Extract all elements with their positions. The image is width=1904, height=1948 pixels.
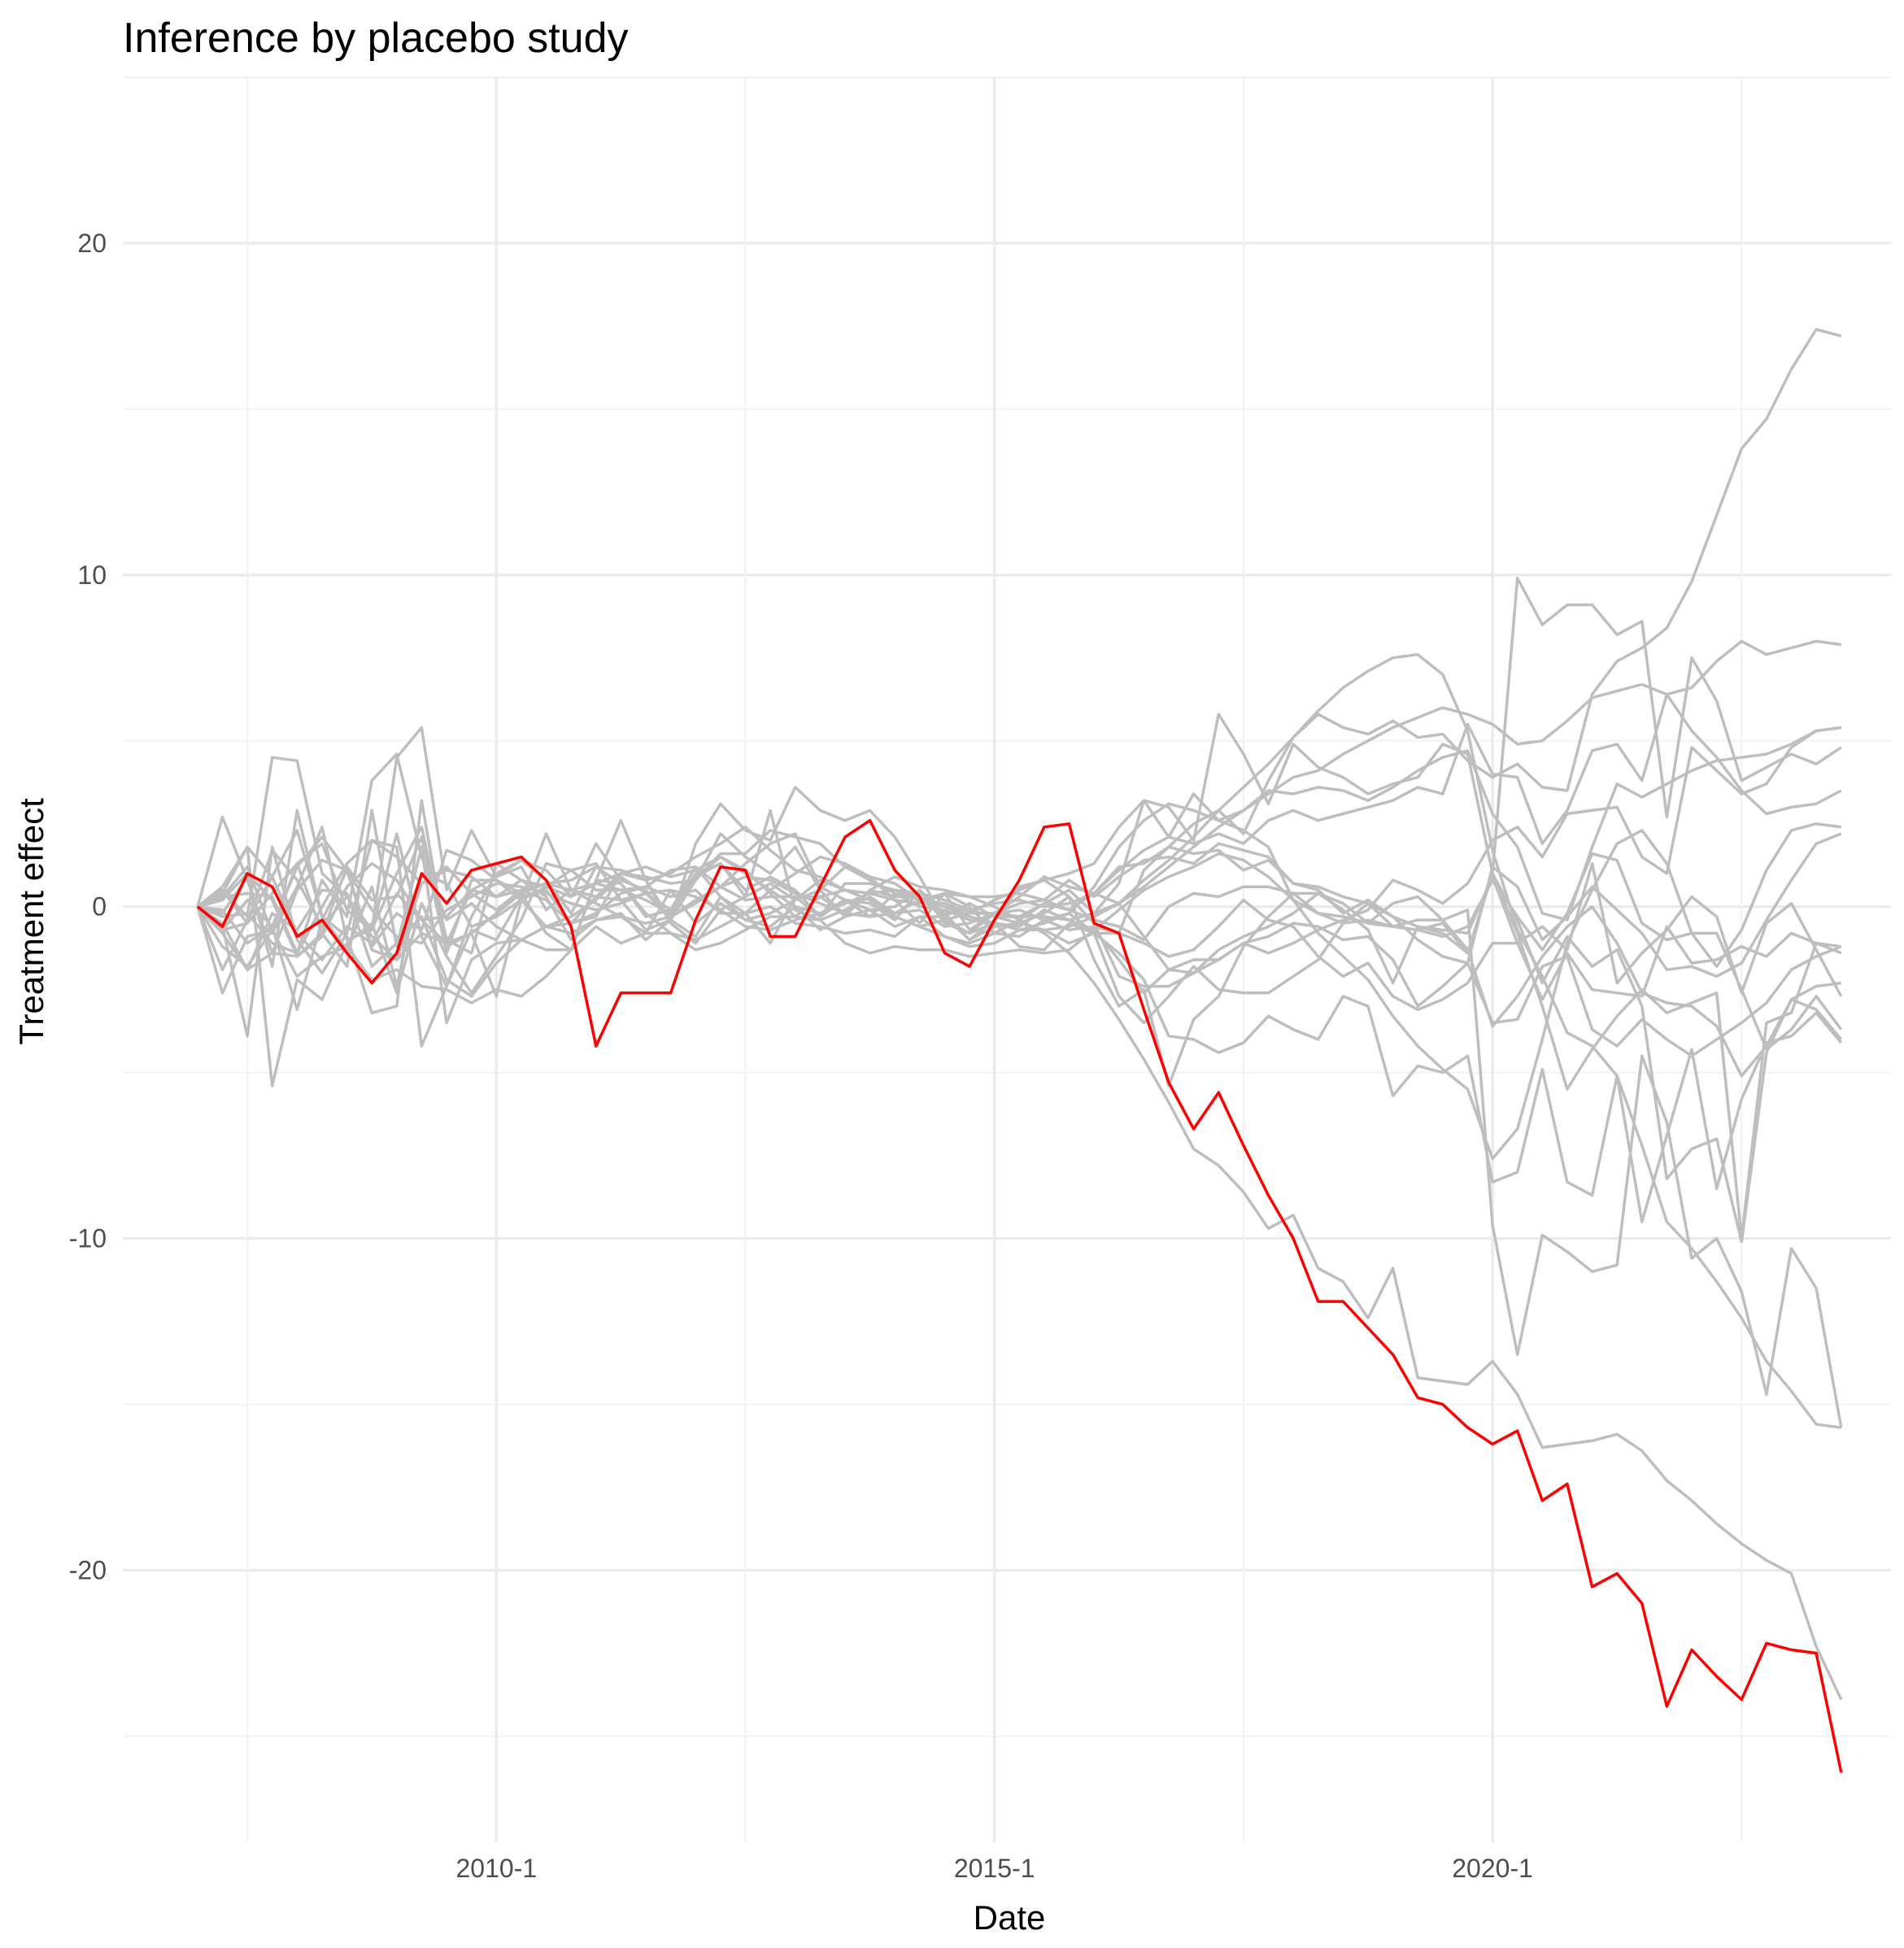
placebo-series-line-16 xyxy=(196,328,1842,961)
placebo-series-line-19 xyxy=(197,861,1843,1701)
placebo-series-line-6 xyxy=(196,839,1843,1428)
placebo-series-line-11 xyxy=(197,726,1842,975)
x-tick-label: 2010-1 xyxy=(455,1854,537,1883)
x-axis-title: Date xyxy=(974,1898,1046,1937)
placebo-series-line-15 xyxy=(196,692,1842,988)
placebo-series-line-14 xyxy=(197,792,1842,1161)
x-tick-label: 2020-1 xyxy=(1452,1854,1533,1883)
treated-series-line xyxy=(196,818,1843,1773)
placebo-series-line-12 xyxy=(196,852,1842,1078)
x-tick-label: 2015-1 xyxy=(954,1854,1035,1883)
y-tick-label: -10 xyxy=(69,1224,107,1253)
placebo-series-line-4 xyxy=(197,826,1842,1001)
chart-title: Inference by placebo study xyxy=(123,15,629,62)
y-tick-label: 10 xyxy=(77,560,107,590)
y-axis-title: Treatment effect xyxy=(12,798,50,1045)
treated-series-group xyxy=(196,818,1843,1773)
grid-lines xyxy=(123,76,1891,1842)
placebo-series-group xyxy=(196,328,1843,1701)
y-axis-tick-labels: 20 10 0 -10 -20 xyxy=(69,229,107,1585)
x-axis-tick-labels: 2010-1 2015-1 2020-1 xyxy=(455,1854,1532,1883)
placebo-series-line-9 xyxy=(196,808,1843,1011)
y-tick-label: 20 xyxy=(77,229,107,258)
y-tick-label: 0 xyxy=(92,892,107,922)
placebo-series-line-17 xyxy=(196,639,1842,961)
y-tick-label: -20 xyxy=(69,1556,107,1585)
placebo-series-line-18 xyxy=(196,652,1842,1429)
placebo-series-line-13 xyxy=(196,726,1842,955)
